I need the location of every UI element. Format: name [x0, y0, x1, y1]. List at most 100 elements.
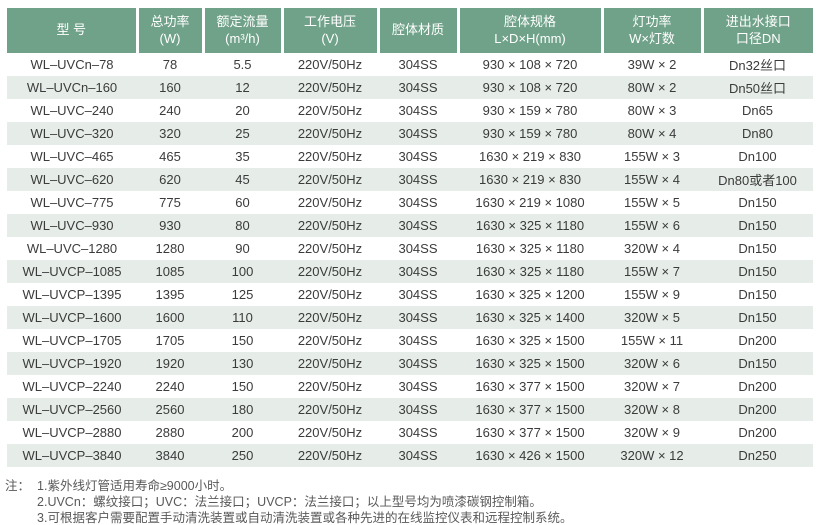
table-cell: 1630 × 325 × 1180 [475, 218, 585, 233]
table-cell: 220V/50Hz [297, 310, 363, 325]
table-cell: 35 [235, 149, 250, 164]
table-cell: 1630 × 426 × 1500 [475, 448, 585, 463]
table-cell: 1630 × 219 × 1080 [475, 195, 585, 210]
table-header-cell: 总功率 (W) [137, 8, 205, 53]
table-cell: Dn100 [738, 149, 777, 164]
table-cell: 1630 × 377 × 1500 [475, 425, 585, 440]
table-cell: 180 [231, 402, 254, 417]
table-cell: 930 × 159 × 780 [482, 103, 578, 118]
table-cell: Dn200 [738, 379, 777, 394]
table-cell: 155W × 9 [623, 287, 680, 302]
table-cell: 200 [231, 425, 254, 440]
table-cell: WL–UVC–1280 [26, 241, 118, 256]
table-row: WL–UVCP–3840 3840 250 220V/50Hz 304SS 1630 × … [7, 444, 813, 467]
table-cell: 220V/50Hz [297, 241, 363, 256]
table-cell: Dn80 [741, 126, 774, 141]
table-cell: 1705 [155, 333, 185, 348]
table-cell: WL–UVCn–78 [30, 57, 114, 72]
table-cell: Dn150 [738, 241, 777, 256]
table-row: WL–UVCP–1920 1920 130 220V/50Hz 304SS 1630 × … [7, 352, 813, 375]
table-row: WL–UVCn–160 160 12 220V/50Hz 304SS 930 × 108 … [7, 76, 813, 99]
table-cell: 304SS [398, 310, 438, 325]
table-cell: 155W × 6 [623, 218, 680, 233]
table-cell: 320W × 8 [623, 402, 680, 417]
table-cell: 1630 × 219 × 830 [479, 172, 581, 187]
table-cell: 1630 × 325 × 1200 [475, 287, 585, 302]
table-cell: 320W × 4 [623, 241, 680, 256]
table-cell: 155W × 5 [623, 195, 680, 210]
table-cell: 930 [159, 218, 181, 233]
table-cell: 320W × 12 [620, 448, 684, 463]
table-cell: WL–UVCP–2240 [22, 379, 122, 394]
table-cell: 220V/50Hz [297, 149, 363, 164]
table-cell: Dn150 [738, 218, 777, 233]
table-cell: 304SS [398, 402, 438, 417]
table-cell: 2240 [155, 379, 185, 394]
table-cell: 100 [231, 264, 254, 279]
table-cell: WL–UVCP–2560 [22, 402, 122, 417]
table-cell: 1630 × 325 × 1180 [475, 241, 585, 256]
table-cell: 80W × 4 [627, 126, 677, 141]
table-cell: 220V/50Hz [297, 218, 363, 233]
table-cell: 304SS [398, 333, 438, 348]
table-cell: WL–UVCP–1085 [22, 264, 122, 279]
table-cell: 220V/50Hz [297, 425, 363, 440]
table-cell: 1920 [155, 356, 185, 371]
table-header-row: 型 号总功率 (W) 额定流量 (m³/h) 工作电压 (V) 腔体材质 腔体规格 L×D×H(… [7, 8, 813, 53]
table-cell: 304SS [398, 379, 438, 394]
table-cell: 155W × 11 [620, 333, 684, 348]
table-cell: Dn150 [738, 264, 777, 279]
table-cell: 304SS [398, 448, 438, 463]
table-cell: 220V/50Hz [297, 57, 363, 72]
table-cell: 304SS [398, 57, 438, 72]
table-cell: 155W × 3 [623, 149, 680, 164]
table-cell: 320W × 7 [623, 379, 680, 394]
table-cell: 304SS [398, 172, 438, 187]
table-cell: 1630 × 325 × 1400 [475, 310, 585, 325]
table-cell: 150 [231, 379, 254, 394]
table-cell: 320 [159, 126, 181, 141]
table-header-cell: 型 号 [7, 8, 139, 53]
table-row: WL–UVC–620 620 45 220V/50Hz 304SS 1630 × 219 … [7, 168, 813, 191]
table-cell: 1630 × 219 × 830 [479, 149, 581, 164]
table-cell: 930 × 108 × 720 [482, 80, 578, 95]
table-cell: 320W × 9 [623, 425, 680, 440]
table-header-cell: 进出水接口 口径DN [702, 8, 813, 53]
table-cell: 39W × 2 [627, 57, 677, 72]
table-row: WL–UVC–465 465 35 220V/50Hz 304SS 1630 × 219 … [7, 145, 813, 168]
table-cell: 304SS [398, 126, 438, 141]
table-cell: 80W × 2 [627, 80, 677, 95]
table-cell: WL–UVCP–1600 [22, 310, 122, 325]
table-cell: WL–UVCP–1705 [22, 333, 122, 348]
table-cell: 90 [235, 241, 250, 256]
table-cell: 80W × 3 [627, 103, 677, 118]
table-cell: 5.5 [233, 57, 252, 72]
table-cell: 304SS [398, 356, 438, 371]
table-header-cell: 额定流量 (m³/h) [203, 8, 284, 53]
product-spec-table: 型 号总功率 (W) 额定流量 (m³/h) 工作电压 (V) 腔体材质 腔体规格 L×D×H(… [7, 8, 813, 467]
table-cell: Dn200 [738, 425, 777, 440]
table-cell: Dn150 [738, 356, 777, 371]
table-cell: 220V/50Hz [297, 126, 363, 141]
table-cell: WL–UVC–465 [30, 149, 114, 164]
table-cell: 125 [231, 287, 254, 302]
table-row: WL–UVC–930 930 80 220V/50Hz 304SS 1630 × 325 … [7, 214, 813, 237]
table-cell: 320W × 5 [623, 310, 680, 325]
table-cell: 304SS [398, 425, 438, 440]
table-row: WL–UVCn–78 78 5.5 220V/50Hz 304SS 930 × 108 ×… [7, 53, 813, 76]
table-cell: 80 [235, 218, 250, 233]
table-cell: Dn80或者100 [718, 173, 797, 188]
table-cell: 2880 [155, 425, 185, 440]
table-cell: 250 [231, 448, 254, 463]
table-cell: 304SS [398, 218, 438, 233]
table-cell: 1630 × 325 × 1500 [475, 356, 585, 371]
table-cell: 220V/50Hz [297, 195, 363, 210]
table-cell: WL–UVCP–1920 [22, 356, 122, 371]
table-header-cell: 腔体材质 [378, 8, 460, 53]
table-cell: 220V/50Hz [297, 287, 363, 302]
table-row: WL–UVCP–1600 1600 110 220V/50Hz 304SS 1630 × … [7, 306, 813, 329]
table-cell: WL–UVCn–160 [26, 80, 118, 95]
table-row: WL–UVCP–2560 2560 180 220V/50Hz 304SS 1630 × … [7, 398, 813, 421]
table-cell: 25 [235, 126, 250, 141]
table-cell: 320W × 6 [623, 356, 680, 371]
